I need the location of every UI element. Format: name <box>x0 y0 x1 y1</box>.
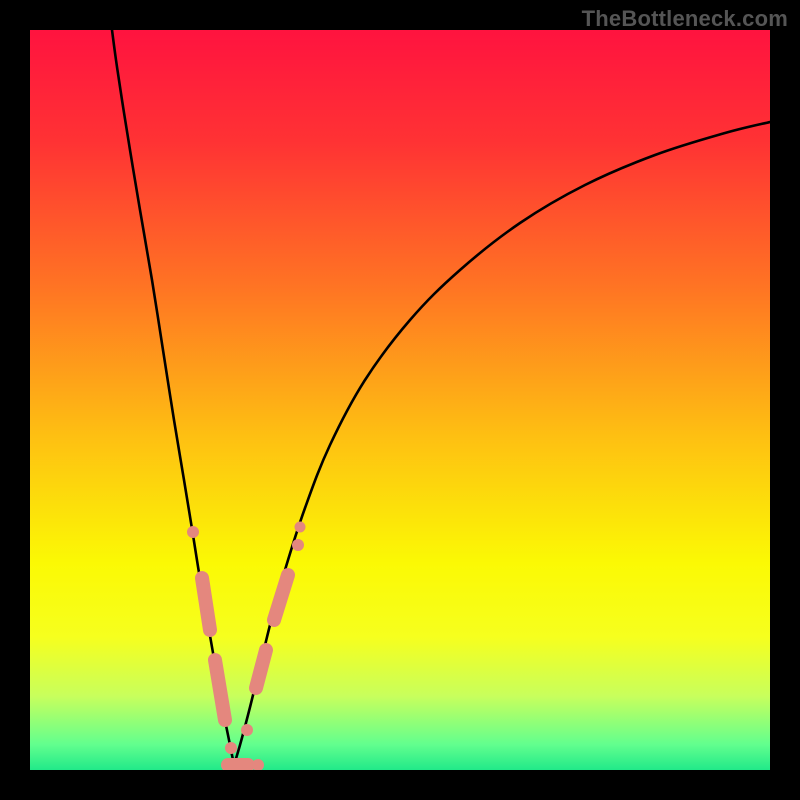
chart-svg <box>30 30 770 770</box>
plot-area <box>30 30 770 770</box>
marker-capsule <box>202 578 210 630</box>
chart-root: TheBottleneck.com <box>0 0 800 800</box>
marker-capsule <box>256 650 266 688</box>
gradient-background <box>30 30 770 770</box>
watermark-text: TheBottleneck.com <box>582 6 788 32</box>
marker-capsule <box>215 660 225 720</box>
